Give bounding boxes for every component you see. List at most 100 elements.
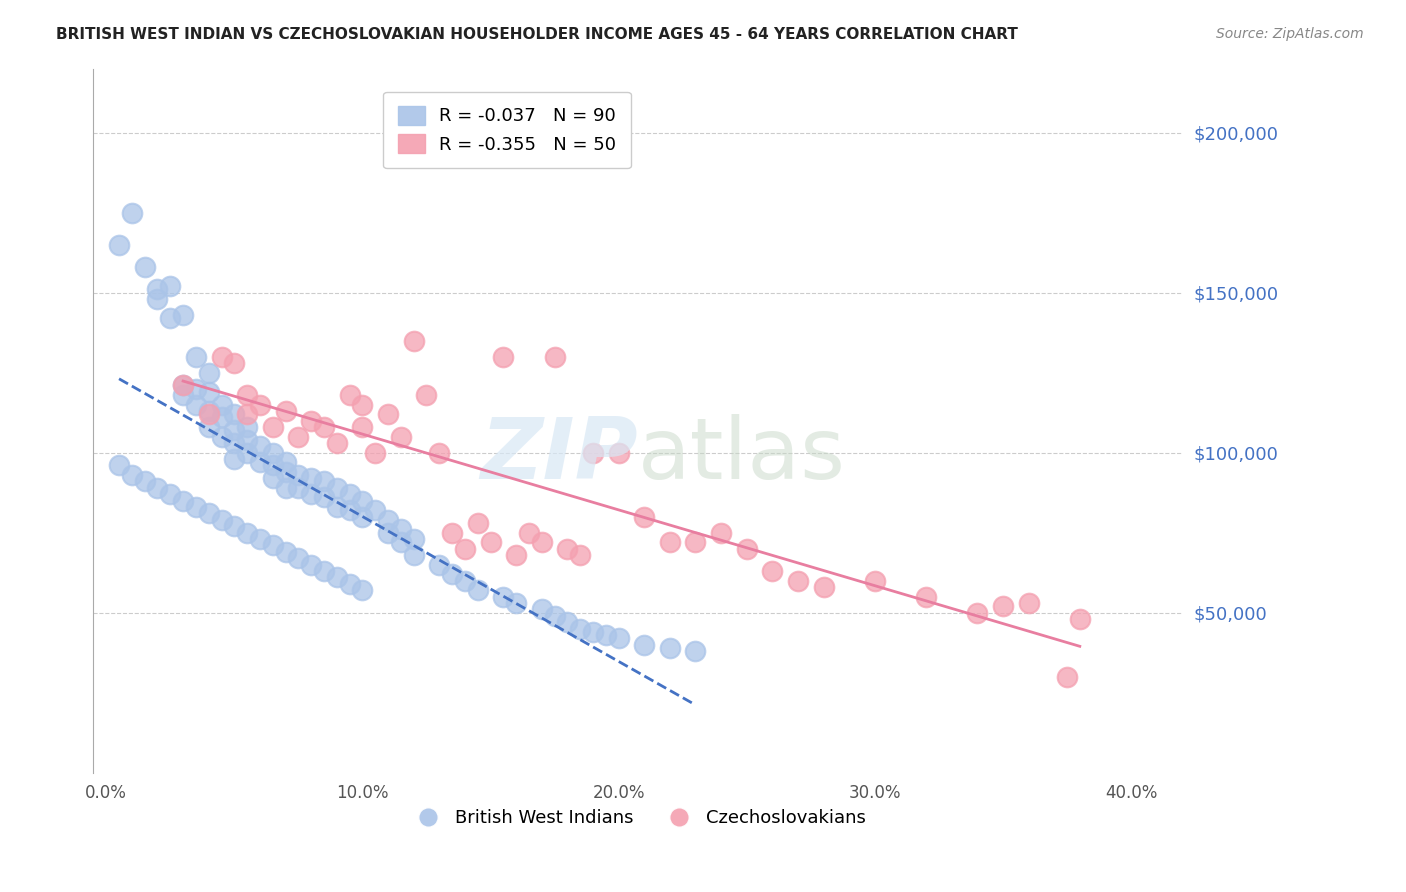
R = -0.355   N = 50 [236,388,259,402]
R = -0.037   N = 90 [236,445,259,459]
R = -0.355   N = 50 [352,398,374,412]
R = -0.037   N = 90 [274,545,297,559]
Text: BRITISH WEST INDIAN VS CZECHOSLOVAKIAN HOUSEHOLDER INCOME AGES 45 - 64 YEARS COR: BRITISH WEST INDIAN VS CZECHOSLOVAKIAN H… [56,27,1018,42]
R = -0.355   N = 50 [377,407,399,421]
R = -0.355   N = 50 [454,541,477,556]
R = -0.037   N = 90 [287,551,309,566]
R = -0.355   N = 50 [607,445,630,459]
R = -0.355   N = 50 [236,407,259,421]
R = -0.355   N = 50 [633,509,655,524]
R = -0.037   N = 90 [159,487,181,501]
R = -0.037   N = 90 [595,628,617,642]
R = -0.037   N = 90 [633,638,655,652]
R = -0.037   N = 90 [326,570,349,584]
R = -0.037   N = 90 [184,350,207,364]
R = -0.037   N = 90 [146,292,169,306]
R = -0.355   N = 50 [863,574,886,588]
R = -0.037   N = 90 [224,519,246,533]
R = -0.037   N = 90 [211,410,233,425]
R = -0.037   N = 90 [262,471,284,485]
R = -0.037   N = 90 [352,583,374,598]
R = -0.355   N = 50 [915,590,938,604]
R = -0.037   N = 90 [236,525,259,540]
R = -0.037   N = 90 [326,481,349,495]
R = -0.037   N = 90 [146,282,169,296]
R = -0.037   N = 90 [402,532,425,546]
R = -0.037   N = 90 [299,487,322,501]
R = -0.037   N = 90 [224,452,246,467]
R = -0.355   N = 50 [761,564,783,578]
R = -0.355   N = 50 [966,606,988,620]
R = -0.355   N = 50 [312,420,335,434]
R = -0.037   N = 90 [172,493,194,508]
R = -0.355   N = 50 [287,430,309,444]
R = -0.037   N = 90 [184,382,207,396]
R = -0.037   N = 90 [377,525,399,540]
R = -0.355   N = 50 [172,378,194,392]
R = -0.037   N = 90 [299,471,322,485]
R = -0.037   N = 90 [607,632,630,646]
R = -0.037   N = 90 [172,378,194,392]
R = -0.037   N = 90 [569,622,592,636]
R = -0.037   N = 90 [685,644,707,658]
R = -0.037   N = 90 [467,583,489,598]
R = -0.037   N = 90 [224,436,246,450]
R = -0.355   N = 50 [658,535,681,549]
R = -0.037   N = 90 [530,602,553,616]
R = -0.037   N = 90 [211,513,233,527]
R = -0.037   N = 90 [121,468,143,483]
R = -0.037   N = 90 [543,608,565,623]
R = -0.355   N = 50 [991,599,1014,614]
R = -0.355   N = 50 [1056,670,1078,684]
R = -0.037   N = 90 [172,388,194,402]
R = -0.037   N = 90 [557,615,579,630]
R = -0.355   N = 50 [735,541,758,556]
R = -0.037   N = 90 [211,398,233,412]
R = -0.037   N = 90 [236,433,259,447]
R = -0.037   N = 90 [377,513,399,527]
R = -0.037   N = 90 [108,458,131,473]
R = -0.355   N = 50 [441,525,464,540]
R = -0.355   N = 50 [389,430,412,444]
R = -0.355   N = 50 [364,445,387,459]
R = -0.037   N = 90 [326,500,349,514]
R = -0.037   N = 90 [389,523,412,537]
R = -0.037   N = 90 [108,237,131,252]
R = -0.355   N = 50 [505,548,527,562]
R = -0.037   N = 90 [262,445,284,459]
R = -0.037   N = 90 [184,398,207,412]
Text: ZIP: ZIP [481,415,638,498]
R = -0.037   N = 90 [197,366,219,380]
Legend: British West Indians, Czechoslovakians: British West Indians, Czechoslovakians [402,802,873,834]
R = -0.355   N = 50 [1018,596,1040,610]
R = -0.355   N = 50 [415,388,437,402]
R = -0.037   N = 90 [159,311,181,326]
R = -0.355   N = 50 [530,535,553,549]
R = -0.037   N = 90 [197,404,219,418]
R = -0.037   N = 90 [658,640,681,655]
R = -0.355   N = 50 [543,350,565,364]
R = -0.037   N = 90 [211,430,233,444]
R = -0.037   N = 90 [249,455,271,469]
R = -0.037   N = 90 [454,574,477,588]
R = -0.355   N = 50 [224,356,246,370]
R = -0.355   N = 50 [299,414,322,428]
R = -0.355   N = 50 [517,525,540,540]
R = -0.355   N = 50 [402,334,425,348]
Text: Source: ZipAtlas.com: Source: ZipAtlas.com [1216,27,1364,41]
R = -0.037   N = 90 [274,481,297,495]
R = -0.037   N = 90 [441,567,464,582]
R = -0.355   N = 50 [787,574,810,588]
R = -0.037   N = 90 [172,308,194,322]
R = -0.037   N = 90 [312,475,335,489]
R = -0.037   N = 90 [134,260,156,274]
R = -0.037   N = 90 [249,439,271,453]
R = -0.355   N = 50 [427,445,450,459]
R = -0.037   N = 90 [274,455,297,469]
R = -0.037   N = 90 [364,503,387,517]
R = -0.355   N = 50 [710,525,733,540]
R = -0.037   N = 90 [236,420,259,434]
R = -0.037   N = 90 [262,539,284,553]
R = -0.355   N = 50 [569,548,592,562]
R = -0.355   N = 50 [479,535,502,549]
